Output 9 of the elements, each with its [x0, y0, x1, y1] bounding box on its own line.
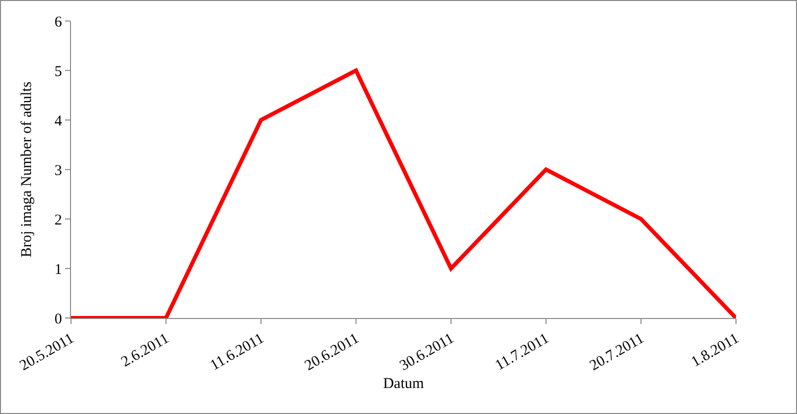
- y-tick-label: 4: [54, 113, 62, 130]
- x-axis-title: Datum: [383, 376, 424, 392]
- y-tick-label: 3: [54, 162, 62, 179]
- y-axis-title: Broj imaga Number of adults: [19, 81, 35, 258]
- y-tick-label: 1: [54, 262, 62, 278]
- y-tick-label: 6: [54, 14, 62, 30]
- y-tick-label: 2: [54, 212, 62, 228]
- y-tick-label: 5: [54, 64, 62, 80]
- y-tick-label: 0: [54, 311, 62, 328]
